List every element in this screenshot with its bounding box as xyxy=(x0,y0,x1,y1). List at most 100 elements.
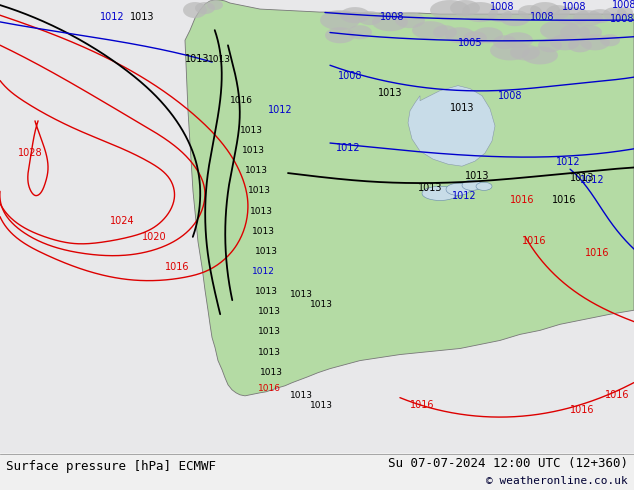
Polygon shape xyxy=(546,5,570,19)
Polygon shape xyxy=(348,25,372,39)
Text: 1013: 1013 xyxy=(250,206,273,216)
Polygon shape xyxy=(195,2,215,14)
Text: 1016: 1016 xyxy=(585,248,609,258)
Polygon shape xyxy=(560,24,590,40)
Polygon shape xyxy=(422,186,458,200)
Polygon shape xyxy=(462,180,482,190)
Polygon shape xyxy=(490,40,530,60)
Text: 1024: 1024 xyxy=(110,216,134,225)
Text: 1008: 1008 xyxy=(498,91,522,101)
Polygon shape xyxy=(462,2,498,22)
Polygon shape xyxy=(550,34,580,50)
Polygon shape xyxy=(500,10,530,26)
Polygon shape xyxy=(183,2,207,18)
Text: 1013: 1013 xyxy=(255,247,278,256)
Polygon shape xyxy=(450,0,480,16)
Polygon shape xyxy=(372,13,408,31)
Text: 1016: 1016 xyxy=(165,262,190,272)
Polygon shape xyxy=(476,182,492,190)
Text: 1016: 1016 xyxy=(570,405,595,415)
Polygon shape xyxy=(603,7,627,21)
Text: 1008: 1008 xyxy=(562,2,586,12)
Text: 1008: 1008 xyxy=(490,2,515,12)
Polygon shape xyxy=(600,34,620,47)
Polygon shape xyxy=(320,10,360,30)
Text: 1013: 1013 xyxy=(418,183,443,194)
Polygon shape xyxy=(540,20,580,40)
Polygon shape xyxy=(503,32,533,49)
Text: 1013: 1013 xyxy=(208,55,231,65)
Polygon shape xyxy=(433,25,457,39)
Polygon shape xyxy=(430,0,470,20)
Text: 1013: 1013 xyxy=(242,146,265,155)
Text: 1008: 1008 xyxy=(380,12,404,22)
Text: 1016: 1016 xyxy=(230,96,253,105)
Text: 1020: 1020 xyxy=(142,232,167,242)
Text: 1016: 1016 xyxy=(258,384,281,393)
Polygon shape xyxy=(530,2,560,18)
Text: Su 07-07-2024 12:00 UTC (12+360): Su 07-07-2024 12:00 UTC (12+360) xyxy=(387,457,628,470)
Text: 1012: 1012 xyxy=(580,175,605,185)
Text: 1013: 1013 xyxy=(310,401,333,410)
Text: 1005: 1005 xyxy=(458,38,482,49)
Polygon shape xyxy=(568,38,592,52)
Text: 1016: 1016 xyxy=(522,236,547,246)
Text: 1013: 1013 xyxy=(252,227,275,236)
Text: 1013: 1013 xyxy=(245,166,268,175)
Polygon shape xyxy=(325,27,355,43)
Polygon shape xyxy=(412,21,448,39)
Text: 1013: 1013 xyxy=(130,12,155,22)
Polygon shape xyxy=(588,9,612,23)
Polygon shape xyxy=(554,7,590,25)
Text: 1008: 1008 xyxy=(610,14,634,24)
Text: 1008: 1008 xyxy=(530,12,555,22)
Polygon shape xyxy=(518,5,542,19)
Text: 1013: 1013 xyxy=(258,327,281,337)
Text: 1016: 1016 xyxy=(552,196,576,205)
Polygon shape xyxy=(493,35,517,49)
Text: 1013: 1013 xyxy=(290,290,313,299)
Polygon shape xyxy=(578,25,602,39)
Polygon shape xyxy=(538,38,562,52)
Text: 1013: 1013 xyxy=(378,88,403,98)
Text: © weatheronline.co.uk: © weatheronline.co.uk xyxy=(486,476,628,486)
Text: 1028: 1028 xyxy=(18,148,42,158)
Polygon shape xyxy=(185,0,634,396)
Text: 1012: 1012 xyxy=(252,267,275,276)
Polygon shape xyxy=(580,34,610,50)
Text: 1013: 1013 xyxy=(290,391,313,400)
Polygon shape xyxy=(510,44,540,60)
Polygon shape xyxy=(573,10,603,26)
Text: 1013: 1013 xyxy=(465,172,489,181)
Polygon shape xyxy=(463,31,487,45)
Polygon shape xyxy=(522,47,558,65)
Text: 1013: 1013 xyxy=(570,173,595,183)
Polygon shape xyxy=(408,86,495,166)
Text: 1012: 1012 xyxy=(268,105,293,115)
Text: 1008: 1008 xyxy=(612,0,634,10)
Text: 1013: 1013 xyxy=(258,307,281,316)
Polygon shape xyxy=(395,12,425,28)
Text: 1013: 1013 xyxy=(255,287,278,296)
Text: 1013: 1013 xyxy=(240,126,263,135)
Polygon shape xyxy=(488,8,512,22)
Text: 1016: 1016 xyxy=(510,196,534,205)
Polygon shape xyxy=(358,11,382,25)
Text: 1008: 1008 xyxy=(338,71,363,80)
Polygon shape xyxy=(445,27,475,43)
Text: Surface pressure [hPa] ECMWF: Surface pressure [hPa] ECMWF xyxy=(6,460,216,473)
Text: 1012: 1012 xyxy=(452,192,477,201)
Text: 1016: 1016 xyxy=(410,400,434,410)
Text: 1012: 1012 xyxy=(100,12,125,22)
Polygon shape xyxy=(446,183,470,196)
Text: 1013: 1013 xyxy=(450,103,474,113)
Polygon shape xyxy=(617,7,633,17)
Text: 1012: 1012 xyxy=(556,157,581,167)
Text: 1013: 1013 xyxy=(310,300,333,309)
Polygon shape xyxy=(207,0,223,10)
Text: 1013: 1013 xyxy=(248,186,271,196)
Text: 1012: 1012 xyxy=(336,143,361,153)
Text: 1013: 1013 xyxy=(258,347,281,357)
Polygon shape xyxy=(473,27,503,43)
Polygon shape xyxy=(340,7,370,23)
